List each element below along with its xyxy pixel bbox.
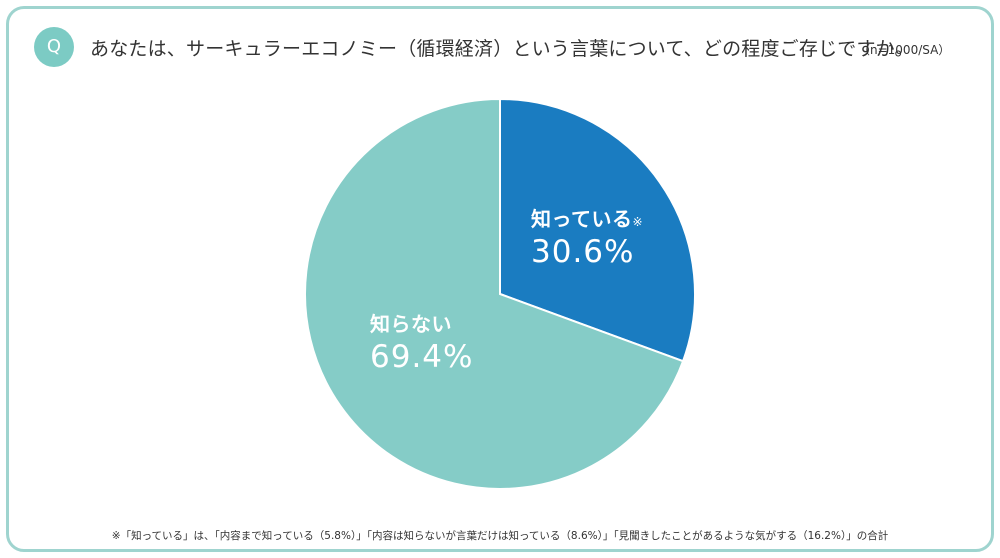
slice-name-unknown: 知らない [370,312,452,336]
pie-slice-unknown [304,97,685,490]
question-text: あなたは、サーキュラーエコノミー（循環経済）という言葉について、どの程度ご存じで… [90,38,914,60]
slice-label-known: 知っている※ 30.6% [531,203,643,270]
slice-label-unknown: 知らない 69.4% [370,308,473,375]
pie-slice-known [499,97,696,363]
slice-value-known: 30.6% [531,234,635,270]
slice-note-known: ※ [632,215,644,229]
footnote: ※「知っている」は、「内容まで知っている（5.8%）」「内容は知らないが言葉だけ… [111,530,889,542]
sample-size: （n=1000/SA） [858,43,951,57]
slice-value-unknown: 69.4% [370,339,474,375]
slice-name-known: 知っている [531,207,633,231]
question-badge: Q [34,27,74,67]
